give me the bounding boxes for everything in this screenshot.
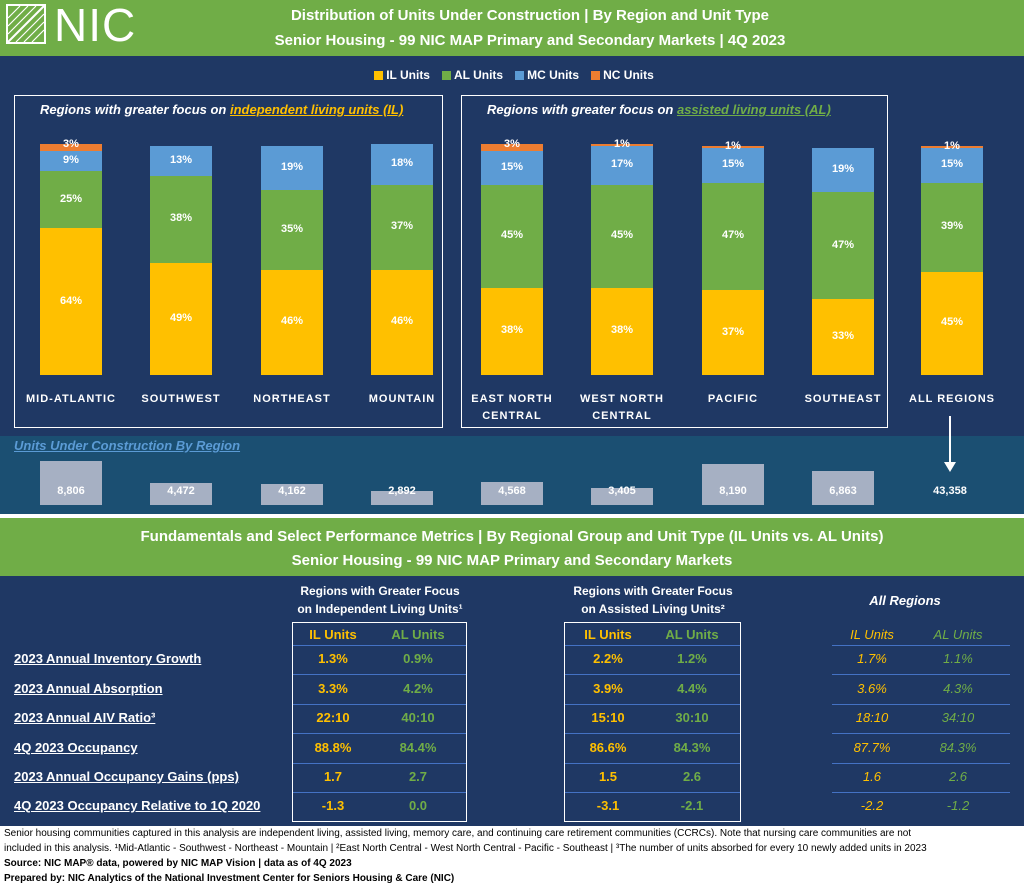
units-title: Units Under Construction By Region xyxy=(14,438,241,453)
metrics-title: Fundamentals and Select Performance Metr… xyxy=(140,528,884,545)
group2-title-line2: on Assisted Living Units² xyxy=(581,602,725,616)
legend-label: MC Units xyxy=(527,68,580,82)
group2-box xyxy=(564,622,741,822)
group1-title-line2: on Independent Living Units¹ xyxy=(297,602,463,616)
legend: IL Units AL Units MC Units NC Units xyxy=(0,68,1024,82)
group3-title: All Regions xyxy=(869,593,941,608)
units-total: 43,358 xyxy=(933,485,967,497)
legend-swatch xyxy=(515,71,525,80)
legend-swatch xyxy=(591,71,601,80)
group1-title: Regions with Greater Focus on Independen… xyxy=(280,582,480,618)
il-group-focus: independent living units (IL) xyxy=(229,102,404,117)
chart-subtitle: Senior Housing - 99 NIC MAP Primary and … xyxy=(274,32,786,49)
metrics-header-banner xyxy=(0,518,1024,576)
al-group-focus: assisted living units (AL) xyxy=(676,102,831,117)
arrow-down-icon xyxy=(949,416,951,466)
nic-logo-mark-icon xyxy=(6,4,46,44)
legend-label: AL Units xyxy=(453,68,504,82)
nic-logo: NIC xyxy=(6,0,146,52)
footer-note-1: Senior housing communities captured in t… xyxy=(4,828,912,839)
al-group-title: Regions with greater focus on assisted l… xyxy=(487,102,831,117)
legend-label: IL Units xyxy=(386,68,430,82)
group2-title-line1: Regions with Greater Focus xyxy=(573,584,733,598)
al-focus-group-box xyxy=(461,95,888,428)
chart-title: Distribution of Units Under Construction… xyxy=(290,7,770,24)
footer-prepared: Prepared by: NIC Analytics of the Nation… xyxy=(4,873,455,884)
group1-box xyxy=(292,622,467,822)
legend-label: NC Units xyxy=(603,68,654,82)
logo-text: NIC xyxy=(54,0,137,51)
il-group-prefix: Regions with greater focus on xyxy=(40,102,230,117)
group1-title-line1: Regions with Greater Focus xyxy=(300,584,460,598)
il-focus-group-box xyxy=(14,95,443,428)
header-banner xyxy=(0,0,1024,56)
al-group-prefix: Regions with greater focus on xyxy=(487,102,677,117)
legend-swatch xyxy=(441,71,451,80)
footer-source: Source: NIC MAP® data, powered by NIC MA… xyxy=(4,858,352,869)
group2-title: Regions with Greater Focus on Assisted L… xyxy=(553,582,753,618)
footer-note-2: included in this analysis. ¹Mid-Atlantic… xyxy=(4,843,927,854)
arrow-head-icon xyxy=(944,462,956,472)
metrics-subtitle: Senior Housing - 99 NIC MAP Primary and … xyxy=(291,552,733,569)
legend-swatch xyxy=(374,71,384,80)
il-group-title: Regions with greater focus on independen… xyxy=(40,102,403,117)
